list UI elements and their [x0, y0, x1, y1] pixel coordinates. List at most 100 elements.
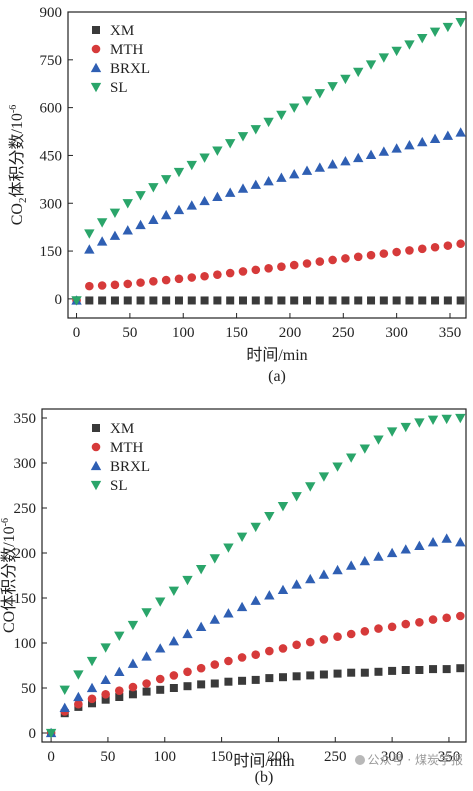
data-point	[168, 586, 180, 596]
data-point	[455, 18, 466, 28]
data-point	[347, 668, 356, 677]
data-point	[182, 628, 193, 639]
data-point	[415, 666, 424, 674]
x-tick-label: 250	[332, 325, 355, 341]
data-point	[96, 218, 108, 228]
data-point	[429, 27, 441, 37]
data-point	[148, 183, 159, 193]
y-tick-label: 350	[14, 411, 37, 427]
data-point	[328, 296, 337, 305]
series-sl	[45, 413, 466, 739]
data-point	[162, 296, 171, 305]
data-point	[183, 682, 192, 691]
data-point	[213, 270, 222, 279]
data-point	[136, 278, 145, 287]
x-tick-label: 350	[438, 749, 461, 765]
data-point	[430, 242, 440, 252]
x-tick-label: 200	[279, 325, 302, 341]
data-point	[374, 624, 383, 633]
x-tick-label: 100	[154, 749, 177, 765]
data-point	[209, 554, 220, 564]
x-tick-label: 300	[381, 749, 404, 765]
series-brxl	[45, 533, 466, 738]
data-point	[174, 274, 184, 284]
data-point	[442, 130, 454, 140]
legend-label-sl: SL	[110, 80, 128, 96]
data-point	[365, 149, 377, 159]
data-point	[392, 247, 401, 257]
x-tick-label: 150	[225, 325, 248, 341]
data-point	[226, 296, 235, 305]
data-point	[305, 573, 316, 584]
data-point	[365, 60, 377, 70]
data-point	[237, 653, 247, 662]
data-point	[341, 296, 350, 305]
data-point	[366, 250, 376, 260]
data-point	[250, 595, 261, 605]
data-point	[417, 136, 428, 147]
y-tick-label: 450	[40, 148, 63, 164]
data-point	[291, 492, 302, 502]
data-point	[314, 162, 326, 172]
data-point	[251, 650, 261, 659]
data-point	[373, 551, 384, 561]
data-point	[427, 537, 439, 547]
data-point	[263, 117, 274, 128]
data-point	[86, 656, 98, 667]
data-point	[182, 575, 193, 586]
data-point	[149, 277, 158, 286]
data-point	[388, 666, 397, 675]
data-point	[100, 643, 111, 653]
data-point	[418, 296, 427, 305]
data-point	[237, 132, 249, 142]
wechat-icon	[354, 755, 365, 765]
data-point	[289, 169, 300, 179]
data-point	[353, 67, 364, 78]
data-point	[455, 537, 466, 547]
data-point	[212, 146, 223, 156]
x-axis-label: 时间/min	[233, 752, 294, 770]
data-point	[265, 674, 274, 683]
data-point	[373, 435, 384, 445]
data-point	[340, 155, 351, 166]
data-point	[429, 665, 438, 674]
data-point	[333, 669, 342, 678]
data-point	[291, 579, 302, 589]
data-point	[443, 241, 453, 250]
data-point	[136, 296, 145, 305]
legend-marker-mth	[91, 44, 101, 54]
x-tick-label: 0	[47, 749, 55, 765]
data-point	[379, 249, 389, 258]
data-point	[345, 560, 357, 570]
data-point	[96, 236, 108, 246]
data-point	[160, 209, 172, 220]
data-point	[400, 544, 411, 554]
data-point	[314, 89, 326, 99]
series-xm	[47, 664, 465, 737]
data-point	[115, 693, 124, 701]
legend-marker-mth	[91, 442, 101, 452]
data-point	[319, 670, 328, 679]
data-point	[223, 543, 234, 553]
data-point	[404, 140, 415, 150]
data-point	[276, 110, 287, 121]
data-point	[456, 664, 465, 673]
data-point	[173, 204, 185, 215]
data-point	[292, 672, 301, 681]
data-point	[199, 195, 210, 206]
data-point	[251, 265, 261, 275]
y-tick-label: 0	[55, 292, 63, 308]
data-point	[200, 296, 209, 305]
data-point	[238, 296, 247, 305]
data-point	[415, 618, 424, 627]
data-point	[84, 229, 95, 239]
data-point	[264, 511, 275, 522]
x-tick-label: 50	[122, 325, 137, 341]
y-tick-label: 900	[40, 5, 63, 21]
data-point	[59, 702, 70, 712]
panel-caption: (a)	[268, 368, 286, 385]
legend-marker-xm	[92, 26, 100, 34]
data-point	[155, 597, 166, 607]
data-point	[264, 263, 273, 273]
y-tick-label: 100	[14, 636, 37, 652]
